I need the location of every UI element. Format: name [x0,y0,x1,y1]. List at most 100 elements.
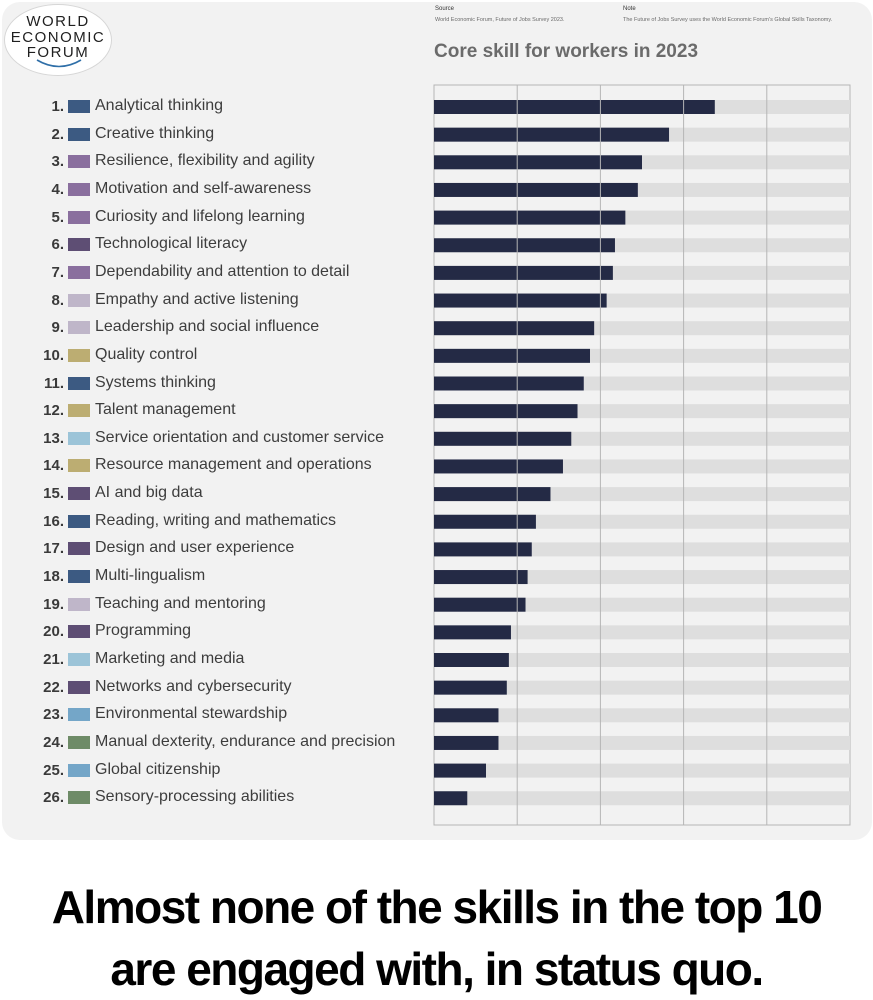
headline-line-2: are engaged with, in status quo. [110,943,764,995]
skill-swatch [68,127,90,141]
skill-label: Dependability and attention to detail [95,262,354,281]
skill-rank: 12. [43,402,64,420]
skill-label: Systems thinking [95,373,220,392]
bar-track [434,680,850,695]
logo-arc-icon [36,59,82,68]
bar-track [434,542,850,557]
skill-swatch [68,763,90,777]
skill-rank: 18. [43,568,64,586]
bar [434,735,499,750]
skill-swatch [68,238,90,252]
skill-rank: 2. [51,125,64,143]
bar [434,155,642,170]
skill-rank: 6. [51,236,64,254]
bar-track [434,625,850,640]
skill-swatch [68,431,90,445]
bar [434,625,511,640]
bar-track [434,597,850,612]
skill-rank: 7. [51,263,64,281]
skill-label: Curiosity and lifelong learning [95,207,309,226]
bar [434,376,584,391]
skill-label: Manual dexterity, endurance and precisio… [95,732,400,751]
skill-label: Reading, writing and mathematics [95,511,341,530]
bar [434,182,638,197]
bar [434,763,486,778]
bar [434,265,613,280]
skill-rank: 9. [51,319,64,337]
skill-rank: 23. [43,706,64,724]
skill-label: Talent management [95,401,240,420]
bar [434,127,670,142]
skill-label: Motivation and self-awareness [95,179,316,198]
bar [434,431,572,446]
skill-rank: 26. [43,789,64,807]
skill-swatch [68,570,90,584]
bar [434,597,526,612]
skill-swatch [68,680,90,694]
skill-label: Analytical thinking [95,97,228,115]
bar [434,514,536,529]
bar-plot [433,84,851,826]
skill-rank: 13. [43,429,64,447]
skill-swatch [68,376,90,390]
skill-rank: 3. [51,153,64,171]
skill-label: Resource management and operations [95,456,376,475]
skill-label: Sensory-processing abilities [95,788,299,807]
skill-rank: 5. [51,208,64,226]
skill-swatch [68,100,90,113]
skill-label: Creative thinking [95,124,219,143]
bar [434,293,607,308]
bar-track [434,708,850,723]
skill-label: Networks and cybersecurity [95,677,296,696]
skill-rank: 24. [43,733,64,751]
chart-card: WORLD ECONOMIC FORUM Source World Econom… [2,2,872,840]
skill-swatch [68,321,90,335]
note-text: The Future of Jobs Survey uses the World… [623,17,833,23]
skill-label: Marketing and media [95,650,249,668]
bar [434,100,715,114]
bar [434,459,563,474]
skill-swatch [68,155,90,169]
skill-swatch [68,625,90,639]
bar [434,653,509,667]
skill-label: Empathy and active listening [95,290,303,309]
skill-swatch [68,182,90,196]
plot-frame [433,84,851,826]
bar-track [434,735,850,750]
skill-label: Quality control [95,345,202,364]
skill-swatch [68,459,90,473]
skill-swatch [68,293,90,307]
skill-rank: 25. [43,761,64,779]
bar [434,570,528,585]
skill-rank: 8. [51,291,64,309]
logo-line-1: WORLD [26,13,90,30]
skill-swatch [68,791,90,805]
logo-line-2: ECONOMIC [10,29,106,46]
skill-rank: 16. [43,512,64,530]
skill-rank: 4. [51,180,64,198]
skill-rank: 22. [43,678,64,696]
logo-line-3: FORUM [26,44,90,61]
skill-label: Global citizenship [95,760,225,779]
note-heading: Note [623,6,636,12]
skill-swatch [68,265,90,279]
bar [434,791,468,806]
bar [434,348,590,363]
skill-label: Resilience, flexibility and agility [95,152,319,171]
chart-title: Core skill for workers in 2023 [434,41,699,62]
skill-swatch [68,542,90,556]
headline: Almost none of the skills in the top 10 … [0,876,873,1000]
skill-swatch [68,348,90,362]
skill-rank: 1. [51,98,64,115]
bar-track [434,791,850,806]
skill-swatch [68,597,90,611]
skill-swatch [68,708,90,722]
skill-swatch [68,404,90,418]
source-heading: Source [435,6,455,12]
skill-rank: 10. [43,346,64,364]
bar-track [434,570,850,585]
skill-label: AI and big data [95,484,207,503]
skill-label: Technological literacy [95,235,252,254]
bar [434,680,507,695]
skill-rank: 19. [43,595,64,613]
